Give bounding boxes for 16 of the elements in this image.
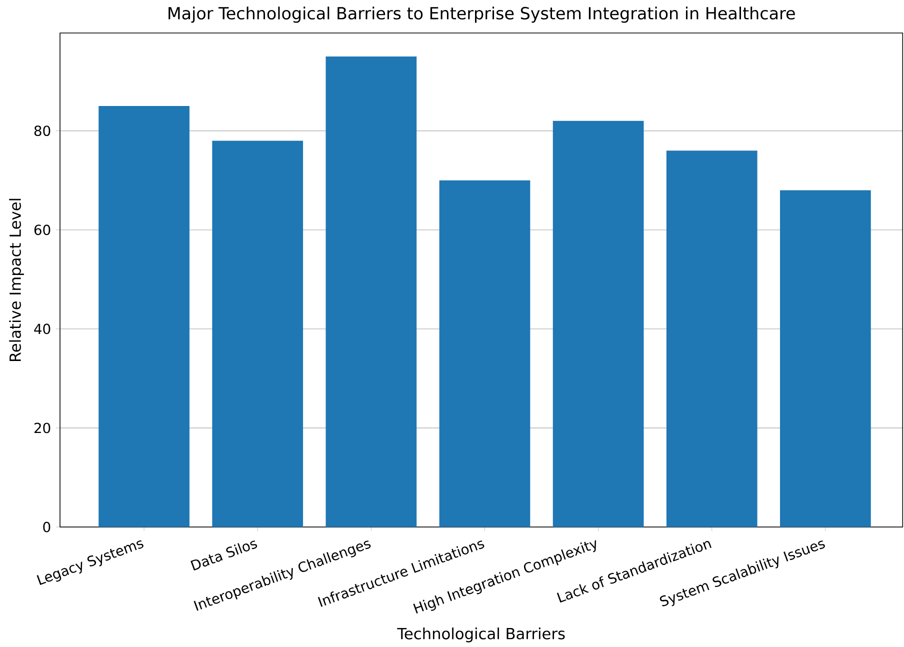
bar [326, 56, 417, 527]
bar [666, 150, 758, 527]
y-tick-label: 0 [43, 522, 50, 532]
y-axis-title: Relative Impact Level [9, 198, 24, 362]
bar [552, 120, 644, 527]
bar [212, 140, 304, 527]
chart-title: Major Technological Barriers to Enterprise System Integration in Healthcare [168, 6, 795, 23]
y-tick-label: 60 [34, 224, 50, 236]
bar [98, 106, 190, 527]
bar [439, 180, 530, 527]
y-tick-label: 80 [34, 126, 50, 136]
x-axis-title: Technological Barriers [397, 628, 565, 642]
y-tick-label: 40 [34, 324, 50, 334]
bar [780, 190, 871, 527]
y-tick-label: 20 [34, 422, 50, 434]
x-tick-label: Data Silos [190, 540, 258, 571]
